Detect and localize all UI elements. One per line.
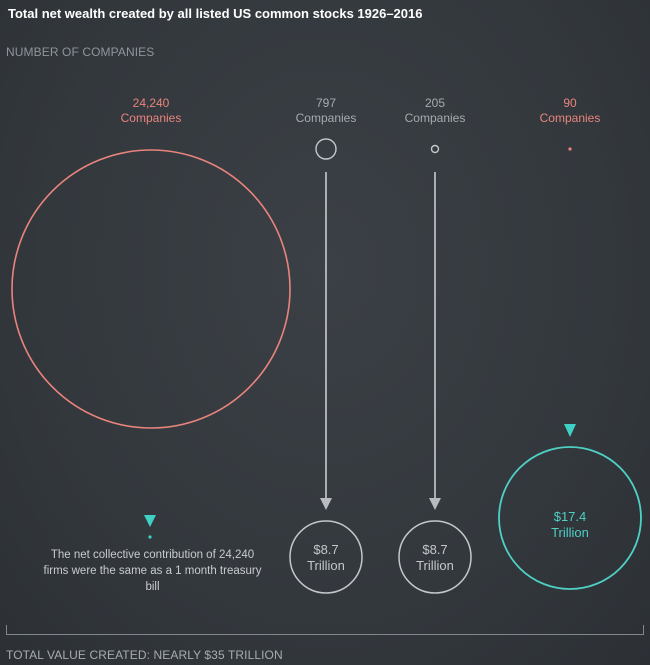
value-circle-4 bbox=[498, 446, 642, 590]
value-label-205: $8.7 Trillion bbox=[416, 542, 454, 573]
value-dot-1 bbox=[148, 535, 152, 539]
arrow-head-3 bbox=[429, 498, 441, 510]
footnote-text: The net collective contribution of 24,24… bbox=[43, 549, 262, 593]
section-label: NUMBER OF COMPANIES bbox=[6, 45, 155, 59]
chart-title: Total net wealth created by all listed U… bbox=[8, 6, 423, 21]
companies-dot-90 bbox=[568, 147, 572, 151]
count-label-205: 205 Companies bbox=[404, 96, 466, 125]
value-label-797: $8.7 Trillion bbox=[307, 542, 345, 573]
companies-circle-797 bbox=[315, 138, 337, 160]
count-label-797: 797 Companies bbox=[295, 96, 357, 125]
total-label: TOTAL VALUE CREATED: NEARLY $35 TRILLION bbox=[6, 648, 283, 662]
arrow-head-2 bbox=[320, 498, 332, 510]
value-circle-3 bbox=[398, 520, 472, 594]
arrow-head-1 bbox=[144, 515, 156, 527]
arrow-head-4 bbox=[564, 424, 576, 437]
total-bracket bbox=[6, 625, 644, 635]
value-label-90: $17.4 Trillion bbox=[551, 509, 589, 540]
count-label-24240: 24,240 Companies bbox=[120, 96, 182, 125]
companies-circle-205 bbox=[430, 144, 440, 154]
count-label-90: 90 Companies bbox=[539, 96, 601, 125]
value-circle-2 bbox=[289, 520, 363, 594]
companies-circle-24240 bbox=[11, 149, 291, 429]
